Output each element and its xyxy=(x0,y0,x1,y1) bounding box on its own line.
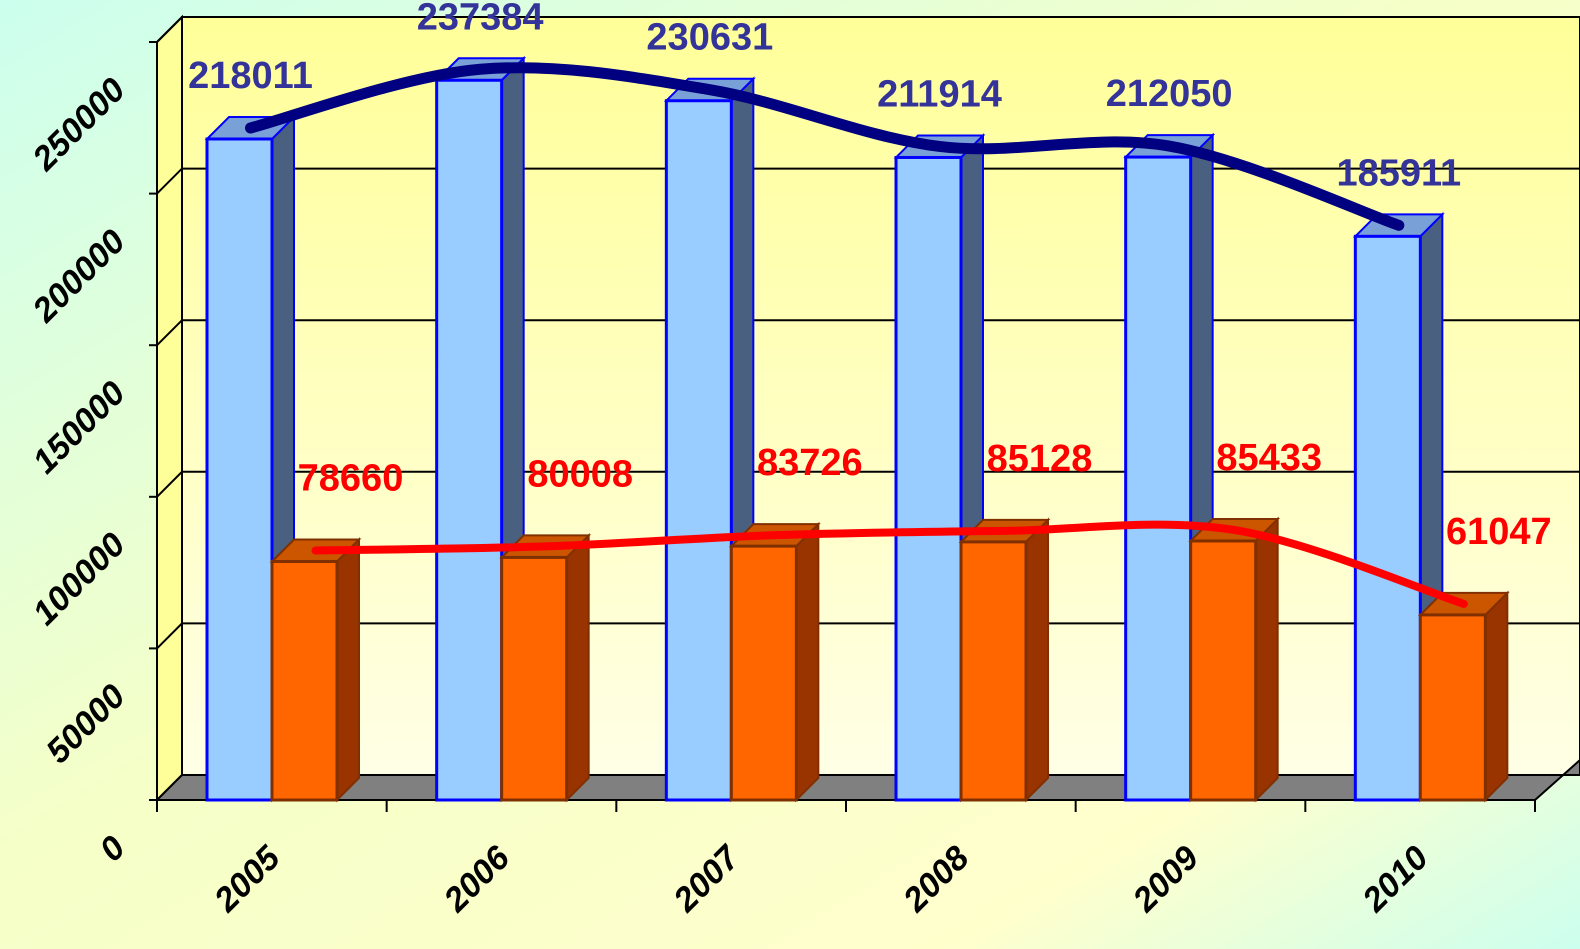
bar-side xyxy=(1025,517,1049,803)
data-label: 78660 xyxy=(298,458,404,500)
bar-side xyxy=(1254,516,1279,803)
trend-line xyxy=(245,62,1405,231)
bar xyxy=(894,155,963,802)
data-label: 212050 xyxy=(1106,73,1233,115)
bar xyxy=(270,560,339,802)
data-label: 85433 xyxy=(1216,437,1322,479)
data-label: 80008 xyxy=(527,453,633,495)
bar-side xyxy=(795,521,820,803)
data-label: 218011 xyxy=(188,55,313,97)
data-label: 211914 xyxy=(877,73,1002,115)
bar-side xyxy=(336,537,360,803)
bar xyxy=(1189,539,1258,802)
bar xyxy=(664,99,733,802)
data-label: 83726 xyxy=(757,442,863,484)
bar-side xyxy=(1484,590,1509,803)
data-label: 185911 xyxy=(1336,152,1461,194)
bar-side xyxy=(565,533,590,803)
bar xyxy=(729,544,798,802)
data-label: 85128 xyxy=(987,438,1093,480)
bar xyxy=(959,540,1028,802)
grid-line xyxy=(156,319,1580,346)
bar xyxy=(435,78,504,802)
data-label: 237384 xyxy=(417,0,544,38)
bar xyxy=(1353,234,1422,802)
bar xyxy=(205,137,274,802)
bar xyxy=(500,555,569,802)
bar xyxy=(1124,155,1193,802)
grid-line xyxy=(156,16,1580,43)
grid-line xyxy=(156,470,1580,498)
data-label: 61047 xyxy=(1446,511,1552,553)
side-wall xyxy=(156,14,183,803)
trend-line xyxy=(311,520,1468,608)
bar xyxy=(1418,613,1487,802)
data-label: 230631 xyxy=(646,17,773,59)
grid-line xyxy=(156,167,1580,195)
grid-line xyxy=(156,622,1580,650)
